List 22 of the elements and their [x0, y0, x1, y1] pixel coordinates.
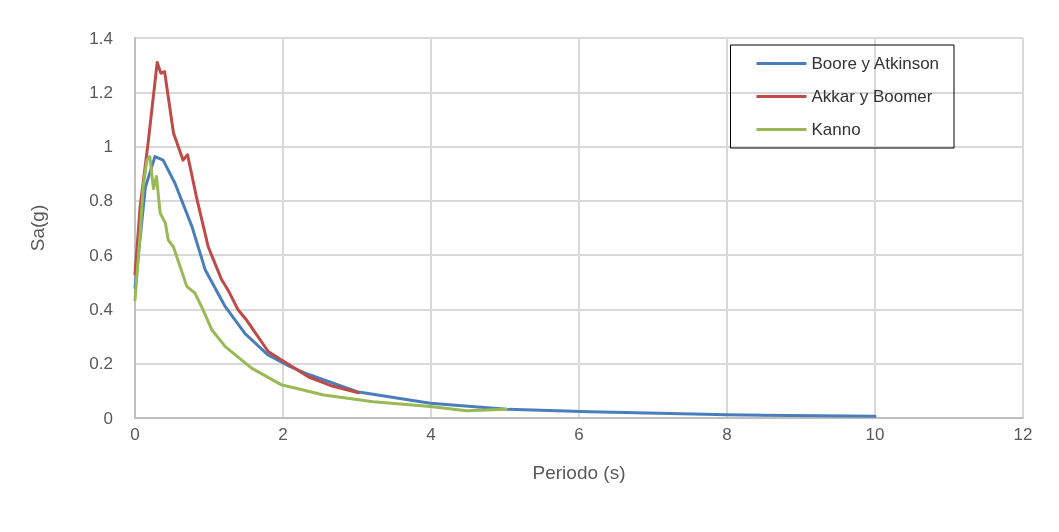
y-tick-label: 0.6: [89, 245, 113, 265]
y-tick-label: 1.2: [89, 82, 113, 102]
line-series: [133, 60, 360, 395]
x-tick-label: 2: [278, 425, 288, 444]
y-axis-title: Sa(g): [27, 204, 48, 252]
x-tick-label: 4: [426, 425, 436, 444]
legend-label: Akkar y Boomer: [811, 87, 933, 106]
y-tick-label: 1.4: [89, 28, 113, 48]
legend-label: Kanno: [811, 120, 861, 139]
y-tick-label: 0.4: [89, 299, 113, 319]
x-tick-label: 8: [722, 425, 732, 444]
y-tick-label: 0.2: [89, 354, 113, 374]
legend-label: Boore y Atkinson: [811, 54, 940, 73]
x-tick-label: 12: [1013, 425, 1033, 444]
y-tick-label: 0.8: [89, 191, 113, 211]
y-tick-label: 0: [103, 408, 113, 428]
x-tick-label: 6: [574, 425, 584, 444]
x-tick-label: 0: [130, 425, 140, 444]
x-axis-title: Periodo (s): [532, 462, 626, 483]
line-series: [133, 155, 508, 413]
y-tick-label: 1: [103, 137, 113, 157]
x-tick-label: 10: [865, 425, 885, 444]
